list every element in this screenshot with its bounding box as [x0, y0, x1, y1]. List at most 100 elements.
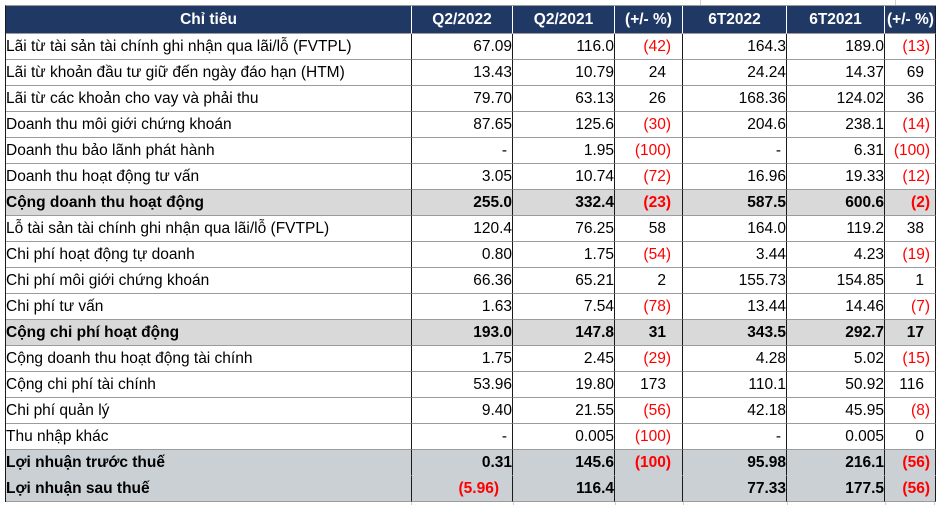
cell-6t2021: 19.33 — [787, 164, 885, 190]
cell-q2-2021: 145.6 — [513, 450, 615, 476]
gridline-remnant — [615, 502, 616, 505]
table-row: Lãi từ khoản đầu tư giữ đến ngày đáo hạn… — [6, 60, 936, 86]
row-label: Lợi nhuận trước thuế — [6, 450, 412, 476]
cell-6t2022: 204.6 — [683, 112, 787, 138]
cell-pct-6t: 0 — [885, 424, 936, 450]
table-row: Doanh thu môi giới chứng khoán 87.65 125.6… — [6, 112, 936, 138]
cell-pct-q2: (78) — [615, 294, 683, 320]
row-label: Doanh thu môi giới chứng khoán — [6, 112, 412, 138]
column-header-q2-2022: Q2/2022 — [412, 6, 513, 34]
cell-q2-2022: 0.80 — [412, 242, 513, 268]
row-label: Chi phí tư vấn — [6, 294, 412, 320]
gridline-strip-top — [5, 0, 935, 5]
cell-q2-2022: 193.0 — [412, 320, 513, 346]
cell-6t2022: 110.1 — [683, 372, 787, 398]
cell-pct-6t: 17 — [885, 320, 936, 346]
column-header-pct-q2: (+/- %) — [615, 6, 683, 34]
table-row: Chi phí quản lý 9.40 21.55 (56) 42.18 45.95 (8… — [6, 398, 936, 424]
cell-q2-2021: 332.4 — [513, 190, 615, 216]
cell-q2-2021: 1.75 — [513, 242, 615, 268]
cell-6t2022: 155.73 — [683, 268, 787, 294]
cell-q2-2021: 65.21 — [513, 268, 615, 294]
row-label: Thu nhập khác — [6, 424, 412, 450]
cell-pct-6t: (12) — [885, 164, 936, 190]
cell-pct-q2: 26 — [615, 86, 683, 112]
cell-q2-2021: 10.79 — [513, 60, 615, 86]
cell-6t2021: 189.0 — [787, 34, 885, 60]
cell-6t2022: 42.18 — [683, 398, 787, 424]
cell-6t2022: 4.28 — [683, 346, 787, 372]
table-row: Cộng doanh thu hoạt động 255.0 332.4 (23) 58… — [6, 190, 936, 216]
column-header-chi-tieu: Chỉ tiêu — [6, 6, 412, 34]
row-label: Cộng chi phí tài chính — [6, 372, 412, 398]
cell-6t2022: - — [683, 424, 787, 450]
row-label: Lợi nhuận sau thuế — [6, 476, 412, 502]
cell-6t2021: 216.1 — [787, 450, 885, 476]
row-label: Lãi từ các khoản cho vay và phải thu — [6, 86, 412, 112]
cell-6t2022: 168.36 — [683, 86, 787, 112]
gridline-remnant — [895, 0, 896, 5]
cell-6t2021: 0.005 — [787, 424, 885, 450]
cell-pct-6t: (56) — [885, 476, 936, 502]
cell-6t2021: 600.6 — [787, 190, 885, 216]
cell-pct-q2: 173 — [615, 372, 683, 398]
cell-pct-q2: 2 — [615, 268, 683, 294]
cell-pct-6t: (19) — [885, 242, 936, 268]
row-label: Chi phí quản lý — [6, 398, 412, 424]
gridline-remnant — [683, 502, 684, 505]
cell-pct-q2: (29) — [615, 346, 683, 372]
row-label: Cộng doanh thu hoạt động — [6, 190, 412, 216]
cell-pct-6t: 38 — [885, 216, 936, 242]
table-row: Cộng doanh thu hoạt động tài chính 1.75 2.… — [6, 346, 936, 372]
cell-6t2021: 4.23 — [787, 242, 885, 268]
cell-pct-q2: (56) — [615, 398, 683, 424]
table-header-row: Chỉ tiêu Q2/2022 Q2/2021 (+/- %) 6T2022 6T202… — [6, 6, 936, 34]
cell-6t2022: - — [683, 138, 787, 164]
table-row: Lợi nhuận trước thuế 0.31 145.6 (100) 95.98 2… — [6, 450, 936, 476]
cell-q2-2022: - — [412, 424, 513, 450]
row-label: Lãi từ khoản đầu tư giữ đến ngày đáo hạn… — [6, 60, 412, 86]
cell-q2-2022: 9.40 — [412, 398, 513, 424]
cell-q2-2022: 255.0 — [412, 190, 513, 216]
cell-q2-2021: 21.55 — [513, 398, 615, 424]
row-label: Lãi từ tài sản tài chính ghi nhận qua lã… — [6, 34, 412, 60]
cell-q2-2022: 79.70 — [412, 86, 513, 112]
cell-6t2022: 164.0 — [683, 216, 787, 242]
cell-q2-2022: 120.4 — [412, 216, 513, 242]
cell-pct-q2: (100) — [615, 138, 683, 164]
row-label: Cộng doanh thu hoạt động tài chính — [6, 346, 412, 372]
cell-q2-2021: 116.4 — [513, 476, 615, 502]
cell-6t2022: 95.98 — [683, 450, 787, 476]
cell-q2-2022: 66.36 — [412, 268, 513, 294]
cell-pct-q2: 58 — [615, 216, 683, 242]
cell-q2-2021: 76.25 — [513, 216, 615, 242]
cell-6t2022: 587.5 — [683, 190, 787, 216]
cell-pct-q2: (54) — [615, 242, 683, 268]
cell-pct-q2: (30) — [615, 112, 683, 138]
cell-6t2021: 6.31 — [787, 138, 885, 164]
cell-pct-q2 — [615, 476, 683, 502]
table-row: Lợi nhuận sau thuế (5.96) 116.4 77.33 177.5(… — [6, 476, 936, 502]
cell-pct-6t: (56) — [885, 450, 936, 476]
cell-6t2021: 5.02 — [787, 346, 885, 372]
cell-pct-6t: (13) — [885, 34, 936, 60]
cell-q2-2021: 19.80 — [513, 372, 615, 398]
cell-6t2021: 45.95 — [787, 398, 885, 424]
cell-pct-6t: 116 — [885, 372, 936, 398]
cell-6t2021: 124.02 — [787, 86, 885, 112]
cell-6t2022: 24.24 — [683, 60, 787, 86]
cell-6t2021: 14.46 — [787, 294, 885, 320]
gridline-remnant — [787, 502, 788, 505]
cell-q2-2021: 10.74 — [513, 164, 615, 190]
cell-q2-2022: 87.65 — [412, 112, 513, 138]
table-row: Cộng chi phí hoạt động 193.0 147.8 31 343.5 2… — [6, 320, 936, 346]
column-header-pct-6t: (+/- %) — [885, 6, 936, 34]
cell-pct-q2: 24 — [615, 60, 683, 86]
row-label: Doanh thu hoạt động tư vấn — [6, 164, 412, 190]
cell-pct-6t: 1 — [885, 268, 936, 294]
table-row: Cộng chi phí tài chính 53.96 19.80 173 110.1… — [6, 372, 936, 398]
table-row: Lãi từ các khoản cho vay và phải thu 79.7… — [6, 86, 936, 112]
row-label: Chi phí môi giới chứng khoán — [6, 268, 412, 294]
cell-q2-2022: 1.63 — [412, 294, 513, 320]
